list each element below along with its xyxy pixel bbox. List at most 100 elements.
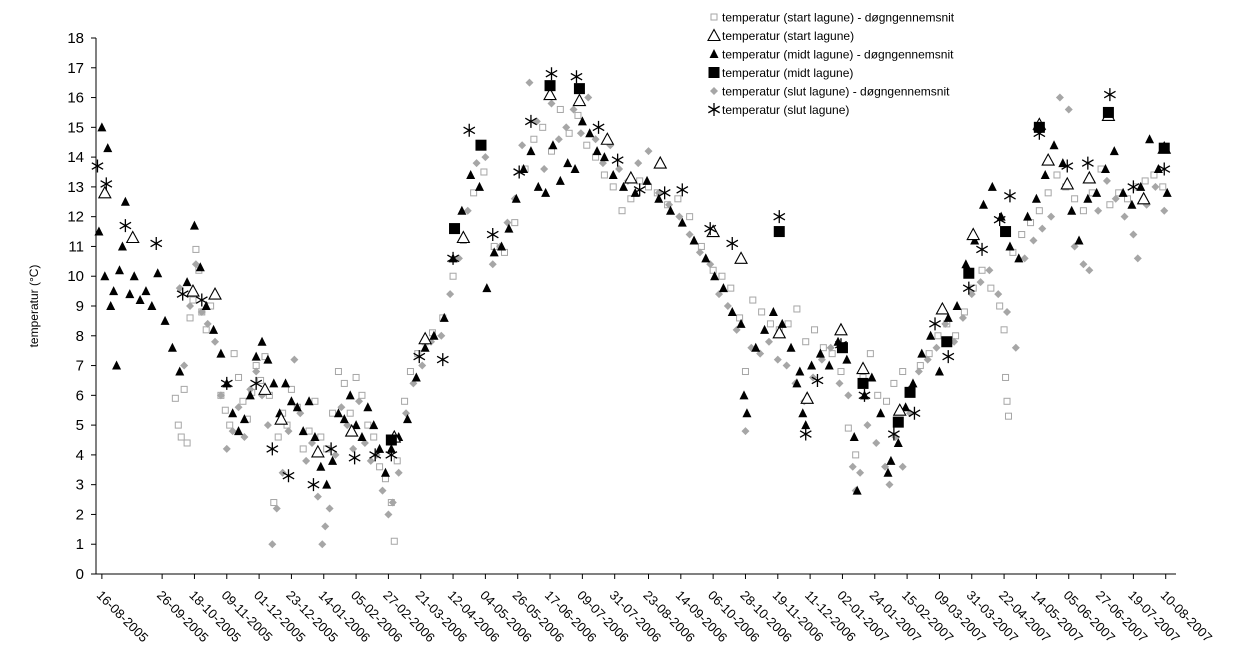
series-5 (91, 67, 1171, 492)
data-point (718, 272, 726, 280)
data-point (533, 181, 543, 191)
data-point (876, 408, 886, 418)
data-point (466, 169, 476, 179)
data-point (795, 366, 805, 376)
data-point (1067, 205, 1077, 215)
data-point (1074, 235, 1084, 245)
data-point (802, 338, 810, 346)
data-point (815, 348, 825, 358)
data-point (828, 350, 836, 358)
data-point (1000, 326, 1008, 334)
data-point (480, 168, 488, 176)
data-point (872, 438, 881, 447)
data-point (321, 522, 330, 531)
data-point (209, 324, 219, 334)
data-point (686, 213, 694, 221)
data-point (1100, 164, 1110, 174)
data-point (958, 313, 967, 322)
data-point (286, 396, 296, 406)
data-point (592, 146, 602, 156)
data-point (1160, 206, 1169, 215)
data-point (103, 143, 113, 153)
data-point (195, 293, 208, 307)
data-point (370, 433, 378, 441)
data-point (541, 187, 551, 197)
data-point (701, 253, 711, 263)
data-point (1079, 207, 1087, 215)
data-point (221, 406, 229, 414)
data-point (786, 342, 796, 352)
data-point (835, 338, 847, 352)
data-point (497, 241, 507, 251)
data-point (978, 266, 986, 274)
data-point (403, 414, 413, 424)
data-point (1159, 183, 1167, 191)
data-point (929, 317, 941, 331)
data-point (175, 284, 184, 293)
data-point (600, 132, 615, 145)
data-point (489, 247, 499, 257)
data-point (486, 228, 499, 242)
data-point (726, 236, 739, 250)
data-point (325, 504, 334, 513)
legend-marker (708, 103, 720, 116)
data-point (202, 326, 210, 334)
data-point (189, 220, 199, 230)
data-point (439, 312, 449, 322)
legend-marker (710, 87, 718, 95)
data-point (848, 462, 857, 471)
data-point (413, 350, 426, 364)
data-point (355, 397, 364, 406)
data-point (203, 319, 212, 328)
data-point (764, 337, 773, 346)
data-point (153, 268, 163, 278)
data-point (1047, 212, 1056, 221)
data-point (222, 444, 231, 453)
data-point (337, 403, 346, 412)
data-point (653, 155, 668, 169)
data-point (437, 331, 446, 340)
data-point (418, 361, 427, 370)
data-point (654, 193, 664, 203)
data-point (801, 420, 811, 430)
data-point (518, 141, 527, 150)
data-point (1049, 140, 1059, 150)
y-tick-label: 8 (76, 328, 84, 345)
data-point (195, 262, 205, 272)
data-point (960, 308, 968, 316)
data-point (1150, 171, 1158, 179)
data-point (1081, 156, 1094, 170)
data-point (364, 421, 372, 429)
data-point (976, 242, 989, 256)
data-point (334, 368, 342, 376)
data-point (618, 207, 626, 215)
data-point (883, 397, 891, 405)
data-point (941, 336, 953, 348)
y-tick-label: 6 (76, 387, 84, 404)
data-point (322, 479, 332, 489)
data-point (842, 354, 852, 364)
data-point (366, 456, 375, 465)
data-point (966, 227, 981, 241)
data-point (274, 412, 289, 425)
data-point (1002, 373, 1010, 381)
y-tick-label: 4 (76, 447, 84, 464)
data-point (290, 355, 299, 364)
data-point (666, 205, 676, 215)
data-point (1044, 189, 1052, 197)
data-point (867, 372, 877, 382)
data-point (852, 485, 862, 495)
data-point (211, 337, 220, 346)
data-point (837, 368, 845, 376)
data-point (585, 128, 595, 138)
data-point (556, 105, 564, 113)
data-point (798, 408, 808, 418)
data-point (345, 390, 355, 400)
plot-layer (91, 67, 1172, 549)
data-point (1106, 201, 1114, 209)
legend: temperatur (start lagune) - døgngennemsn… (707, 11, 955, 117)
data-point (436, 353, 449, 367)
data-point (340, 379, 348, 387)
data-point (1102, 106, 1114, 118)
data-point (811, 326, 819, 334)
